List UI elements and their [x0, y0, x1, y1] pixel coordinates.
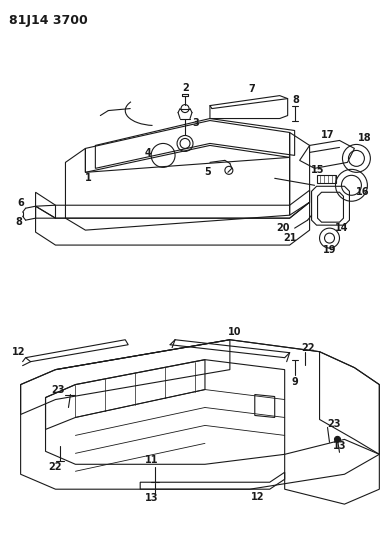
Text: 5: 5 [205, 167, 211, 177]
Text: 4: 4 [145, 148, 152, 158]
Text: 2: 2 [183, 83, 189, 93]
Text: 10: 10 [228, 327, 242, 337]
Text: 12: 12 [251, 492, 265, 502]
Text: 14: 14 [335, 223, 348, 233]
Text: 8: 8 [15, 217, 22, 227]
Circle shape [335, 437, 340, 442]
Text: 22: 22 [301, 343, 314, 353]
Text: 13: 13 [145, 493, 159, 503]
Text: 6: 6 [17, 198, 24, 208]
Text: 8: 8 [292, 94, 299, 104]
Text: 81J14 3700: 81J14 3700 [9, 14, 88, 27]
Text: 23: 23 [328, 419, 341, 430]
Text: 3: 3 [193, 117, 200, 127]
Text: 11: 11 [145, 455, 159, 465]
Text: 12: 12 [12, 346, 25, 357]
Text: 20: 20 [276, 223, 289, 233]
Text: 23: 23 [52, 384, 65, 394]
Text: 18: 18 [357, 133, 371, 143]
Text: 1: 1 [85, 173, 92, 183]
Text: 9: 9 [291, 377, 298, 386]
Text: 21: 21 [283, 233, 296, 243]
Text: 13: 13 [333, 441, 346, 451]
Text: 19: 19 [323, 245, 336, 255]
Text: 22: 22 [49, 462, 62, 472]
Text: 15: 15 [311, 165, 324, 175]
Text: 16: 16 [356, 187, 369, 197]
Text: 7: 7 [249, 84, 255, 94]
Text: 17: 17 [321, 131, 334, 141]
